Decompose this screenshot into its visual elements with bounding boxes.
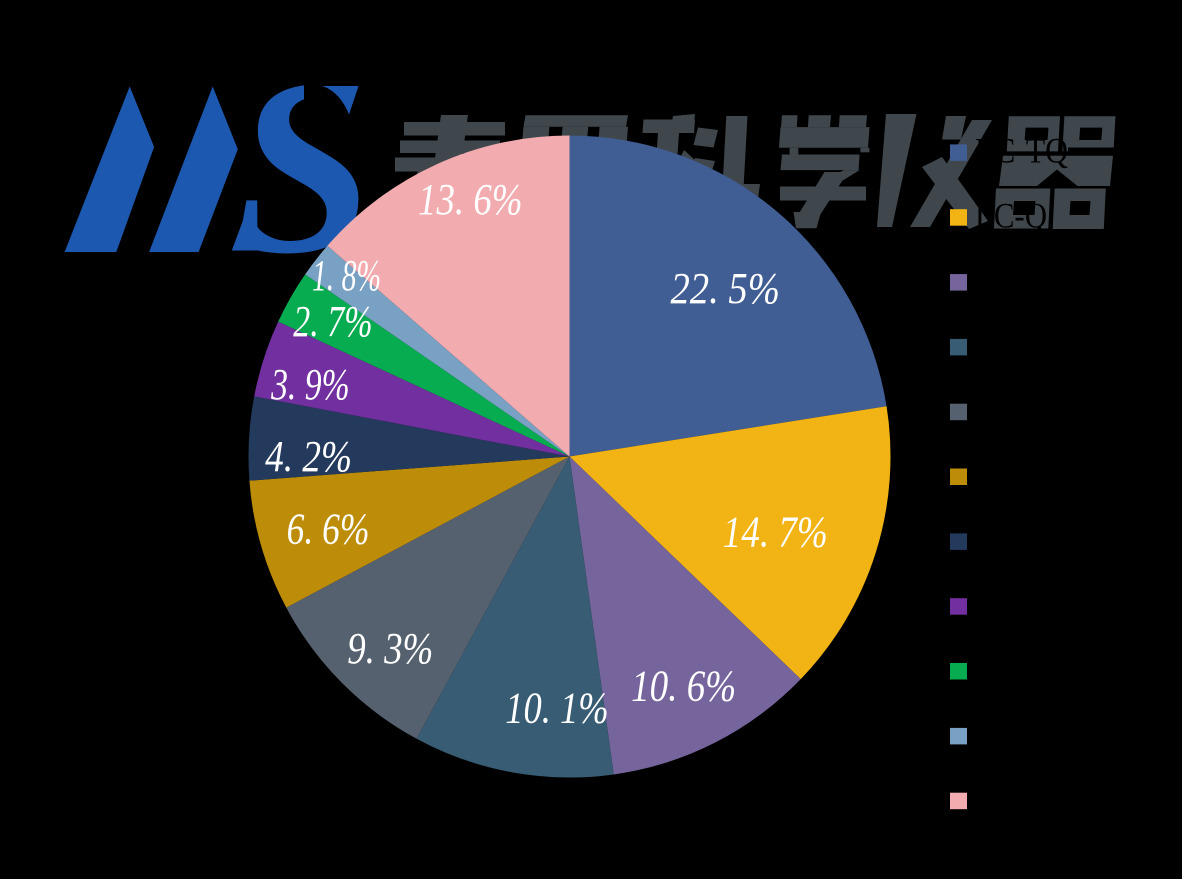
svg-text:10. 1%: 10. 1% <box>505 684 608 733</box>
svg-text:13. 6%: 13. 6% <box>418 175 523 224</box>
svg-text:6. 6%: 6. 6% <box>287 505 370 554</box>
svg-text:10. 6%: 10. 6% <box>631 661 736 710</box>
svg-text:9. 3%: 9. 3% <box>347 624 433 673</box>
svg-text:14. 7%: 14. 7% <box>723 508 828 557</box>
svg-text:2. 7%: 2. 7% <box>293 297 372 346</box>
svg-text:LC-Q: LC-Q <box>975 196 1047 236</box>
svg-text:3. 9%: 3. 9% <box>270 360 349 409</box>
svg-text:4. 2%: 4. 2% <box>265 432 352 481</box>
svg-text:22. 5%: 22. 5% <box>671 264 780 313</box>
svg-text:LC-TQ: LC-TQ <box>975 131 1068 171</box>
svg-text:1. 8%: 1. 8% <box>312 251 381 300</box>
